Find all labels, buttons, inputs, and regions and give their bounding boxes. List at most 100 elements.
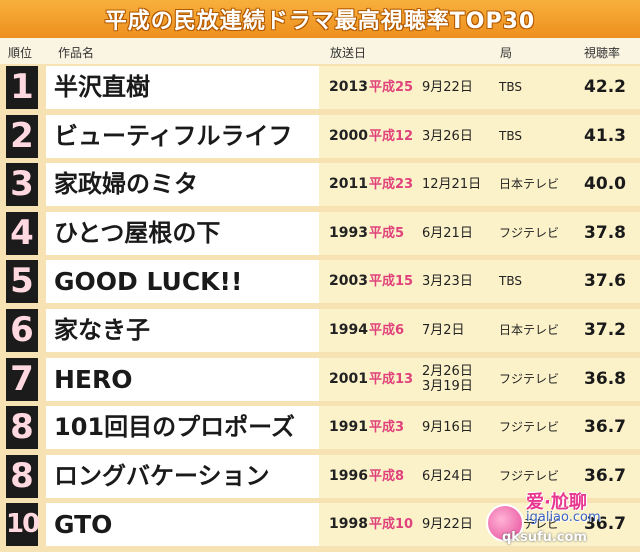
- ranking-table: 1 半沢直樹 2013 平成25 9月22日 TBS 42.2 2 ビューティフ…: [0, 66, 640, 552]
- drama-title: 101回目のプロポーズ: [54, 413, 295, 442]
- air-date: 9月22日: [422, 517, 473, 533]
- viewer-rating: 36.7: [584, 417, 626, 438]
- broadcast-station: 日本テレビ: [499, 322, 560, 337]
- broadcast-station: TBS: [499, 128, 522, 143]
- air-date: 3月23日: [422, 274, 473, 290]
- name-cell: 半沢直樹: [46, 66, 319, 109]
- viewer-rating: 41.3: [584, 125, 626, 146]
- air-year: 2013: [329, 79, 368, 95]
- title-bar: 平成の民放連続ドラマ最高視聴率TOP30: [0, 0, 640, 38]
- drama-title: GOOD LUCK!!: [54, 267, 243, 297]
- info-cell: 2001 平成13 2月26日 3月19日 フジテレビ 36.8: [319, 357, 640, 401]
- drama-title: ロングバケーション: [54, 461, 270, 490]
- table-row: 5 GOOD LUCK!! 2003 平成15 3月23日 TBS 37.6: [0, 260, 640, 304]
- rank-badge: 7: [6, 357, 38, 401]
- viewer-rating: 40.0: [584, 174, 626, 195]
- air-year: 1993: [329, 224, 368, 241]
- era-year: 平成5: [369, 225, 405, 241]
- air-year: 1994: [329, 321, 368, 338]
- viewer-rating: 36.8: [584, 368, 626, 389]
- era-year: 平成25: [369, 80, 414, 95]
- air-date: 9月22日: [422, 80, 473, 95]
- air-date: 6月21日: [422, 225, 473, 241]
- rank-badge: 8: [6, 406, 38, 450]
- rank-badge: 3: [6, 163, 38, 207]
- rank-badge: 2: [6, 114, 38, 158]
- air-date: 6月24日: [422, 468, 473, 484]
- viewer-rating: 37.8: [584, 222, 626, 243]
- table-row: 2 ビューティフルライフ 2000 平成12 3月26日 TBS 41.3: [0, 114, 640, 158]
- info-cell: 1994 平成6 7月2日 日本テレビ 37.2: [319, 308, 640, 352]
- table-row: 8 ロングバケーション 1996 平成8 6月24日 フジテレビ 36.7: [0, 454, 640, 498]
- watermark-line2: igaliao.com: [526, 510, 601, 525]
- air-date: 3月26日: [422, 128, 473, 144]
- viewer-rating: 37.2: [584, 319, 626, 340]
- drama-title: ビューティフルライフ: [54, 121, 293, 150]
- era-year: 平成6: [369, 322, 405, 338]
- drama-title: 半沢直樹: [54, 73, 150, 101]
- header-name: 作品名: [58, 46, 95, 60]
- rank-badge: 1: [6, 66, 38, 109]
- table-row: 4 ひとつ屋根の下 1993 平成5 6月21日 フジテレビ 37.8: [0, 211, 640, 255]
- broadcast-station: フジテレビ: [499, 225, 560, 240]
- broadcast-station: フジテレビ: [499, 371, 560, 386]
- rank-badge: 4: [6, 211, 38, 255]
- name-cell: 家政婦のミタ: [46, 163, 319, 207]
- name-cell: GOOD LUCK!!: [46, 260, 319, 304]
- rank-badge: 8: [6, 454, 38, 498]
- table-row: 8 101回目のプロポーズ 1991 平成3 9月16日 フジテレビ 36.7: [0, 406, 640, 450]
- air-year: 2003: [329, 273, 368, 290]
- viewer-rating: 36.7: [584, 465, 626, 486]
- drama-title: HERO: [54, 364, 133, 394]
- air-date: 7月2日: [422, 322, 465, 338]
- rank-badge: 10: [6, 503, 40, 547]
- air-year: 2000: [329, 127, 368, 144]
- header-rating: 視聴率: [584, 46, 621, 60]
- drama-title: ひとつ屋根の下: [54, 218, 221, 247]
- header-air-date: 放送日: [330, 46, 367, 60]
- era-year: 平成12: [369, 128, 414, 144]
- info-cell: 2011 平成23 12月21日 日本テレビ 40.0: [319, 163, 640, 207]
- watermark: 爱·尬聊 igaliao.com qksufu.com: [486, 486, 636, 548]
- header-station: 局: [500, 46, 513, 60]
- viewer-rating: 42.2: [584, 77, 626, 97]
- watermark-logo-icon: [486, 504, 524, 542]
- name-cell: HERO: [46, 357, 319, 401]
- info-cell: 1993 平成5 6月21日 フジテレビ 37.8: [319, 211, 640, 255]
- info-cell: 1991 平成3 9月16日 フジテレビ 36.7: [319, 406, 640, 450]
- broadcast-station: TBS: [499, 274, 522, 289]
- name-cell: ビューティフルライフ: [46, 114, 319, 158]
- era-year: 平成13: [369, 371, 414, 387]
- name-cell: GTO: [46, 503, 319, 547]
- name-cell: ひとつ屋根の下: [46, 211, 319, 255]
- broadcast-station: 日本テレビ: [499, 177, 560, 192]
- broadcast-station: フジテレビ: [499, 420, 560, 435]
- name-cell: 家なき子: [46, 308, 319, 352]
- table-row: 6 家なき子 1994 平成6 7月2日 日本テレビ 37.2: [0, 308, 640, 352]
- drama-title: GTO: [54, 510, 113, 540]
- watermark-line3: qksufu.com: [502, 530, 587, 545]
- info-cell: 2000 平成12 3月26日 TBS 41.3: [319, 114, 640, 158]
- air-year: 2011: [329, 176, 368, 193]
- header-rank: 順位: [8, 46, 33, 60]
- era-year: 平成23: [369, 177, 414, 193]
- info-cell: 2003 平成15 3月23日 TBS 37.6: [319, 260, 640, 304]
- air-date: 2月26日 3月19日: [422, 363, 473, 394]
- rank-badge: 6: [6, 308, 38, 352]
- watermark-line1: 爱·尬聊: [526, 492, 587, 513]
- broadcast-station: TBS: [499, 80, 522, 94]
- table-row: 10 GTO 1998 平成10 9月22日 フジテレビ 36.7: [0, 503, 640, 547]
- table-header: 順位 作品名 放送日 局 視聴率: [0, 38, 640, 64]
- page-title: 平成の民放連続ドラマ最高視聴率TOP30: [104, 9, 536, 34]
- drama-title: 家なき子: [54, 315, 150, 344]
- table-row: 3 家政婦のミタ 2011 平成23 12月21日 日本テレビ 40.0: [0, 163, 640, 207]
- table-row: 1 半沢直樹 2013 平成25 9月22日 TBS 42.2: [0, 66, 640, 109]
- rank-badge: 5: [6, 260, 38, 304]
- air-date: 9月16日: [422, 420, 473, 436]
- info-cell: 1996 平成8 6月24日 フジテレビ 36.7: [319, 454, 640, 498]
- name-cell: ロングバケーション: [46, 454, 319, 498]
- name-cell: 101回目のプロポーズ: [46, 406, 319, 450]
- table-row: 7 HERO 2001 平成13 2月26日 3月19日 フジテレビ 36.8: [0, 357, 640, 401]
- era-year: 平成8: [369, 468, 405, 484]
- air-year: 1998: [329, 516, 368, 533]
